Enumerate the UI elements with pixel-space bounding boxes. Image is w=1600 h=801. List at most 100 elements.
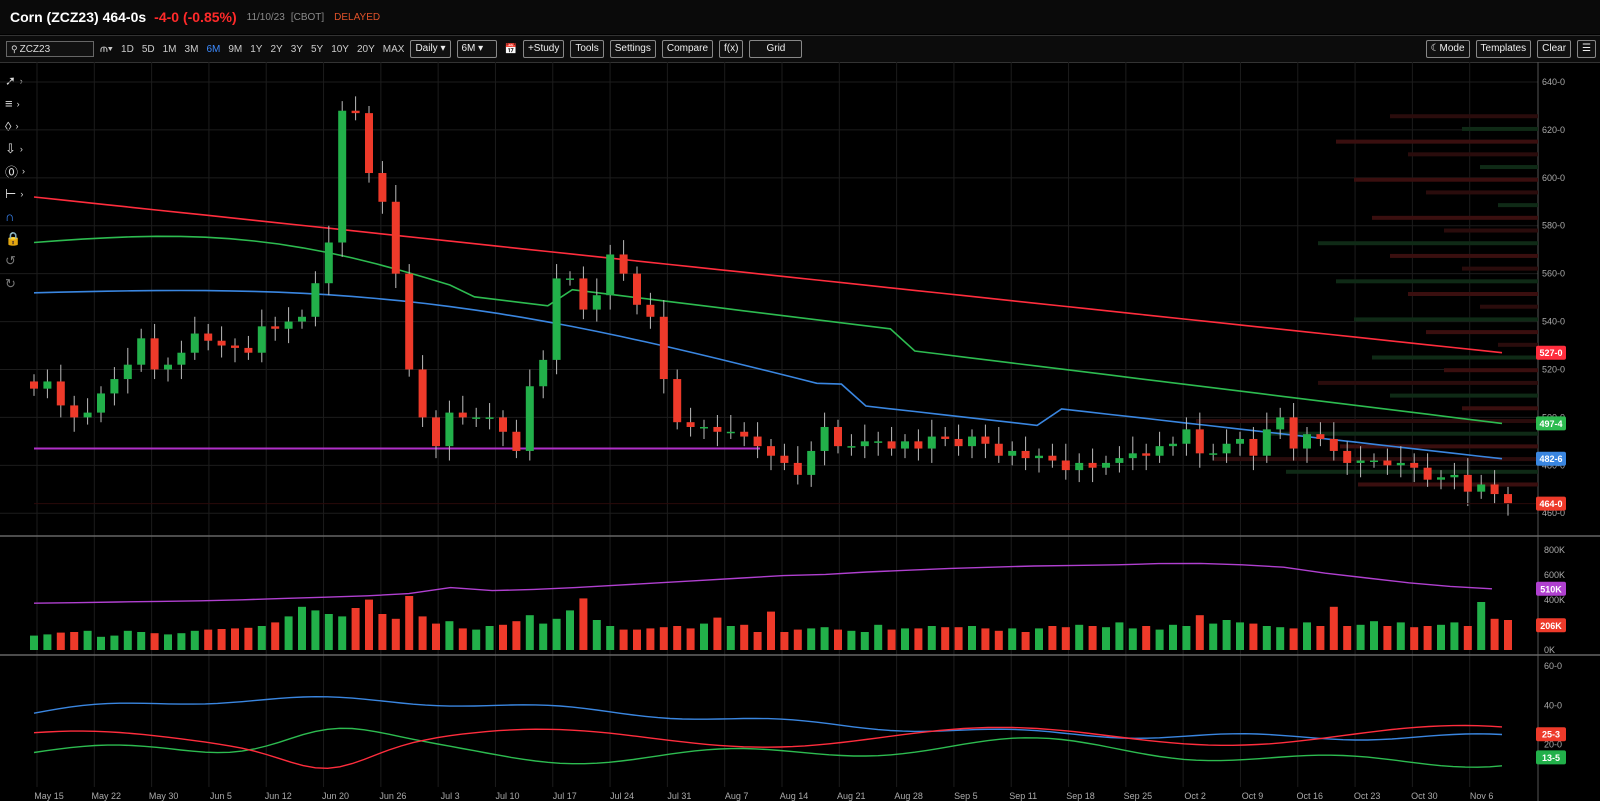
timeframe-20y[interactable]: 20Y	[356, 43, 375, 55]
volume-bar	[512, 621, 521, 650]
timeframe-1y[interactable]: 1Y	[250, 43, 263, 55]
volume-bar	[97, 636, 105, 650]
volume-bar	[30, 635, 38, 650]
candle	[150, 338, 159, 370]
chart-type-icon[interactable]: ⫙▾	[100, 42, 114, 55]
price-tick-label: 540-0	[1542, 317, 1565, 327]
timeframe-2y[interactable]: 2Y	[270, 43, 283, 55]
volume-bar	[673, 626, 682, 650]
price-chart[interactable]: May 15 May 22 May 30 Jun 5 Jun 12 Jun 20 Jun 2…	[0, 62, 1600, 801]
volume-bar	[1356, 624, 1365, 650]
volume-bar	[83, 630, 92, 650]
candle	[204, 333, 213, 341]
x-tick-label: Jul 24	[610, 791, 634, 801]
plus-di-line	[33, 727, 1503, 768]
arrow-icon[interactable]: ⇩ ›	[5, 140, 23, 156]
volume-bar	[1463, 626, 1472, 650]
candle	[780, 455, 789, 463]
undo-icon[interactable]: ↺	[5, 253, 16, 269]
magnet-icon[interactable]: ∩	[5, 208, 15, 224]
volume-tick-label: 600K	[1544, 570, 1565, 580]
volume-bar	[820, 627, 829, 650]
timeframe-3y[interactable]: 3Y	[290, 43, 303, 55]
settings-button[interactable]: Settings	[609, 40, 656, 58]
candle	[1370, 460, 1378, 463]
volume-bar	[391, 618, 400, 650]
volume-bar	[110, 635, 119, 650]
volume-bar	[793, 629, 802, 650]
price-tick-label: 600-0	[1542, 173, 1565, 183]
candle	[391, 201, 400, 274]
redo-icon[interactable]: ↻	[5, 275, 16, 291]
volume-flag	[1536, 618, 1566, 633]
timeframe-max[interactable]: MAX	[382, 43, 405, 55]
text-tools-icon[interactable]: ≡ ›	[5, 96, 20, 112]
oi-flag	[1536, 581, 1566, 596]
volume-bar	[860, 632, 869, 650]
volume-bar	[70, 632, 79, 650]
shapes-icon[interactable]: ◊ ›	[5, 118, 19, 134]
candle	[338, 110, 347, 243]
current-price-label: 464-0	[1539, 499, 1562, 509]
timeframe-6m[interactable]: 6M	[206, 43, 221, 55]
timeframe-3m[interactable]: 3M	[184, 43, 199, 55]
timeframe-1m[interactable]: 1M	[162, 43, 177, 55]
menu-icon[interactable]: ☰	[1577, 40, 1596, 58]
candle	[110, 379, 119, 394]
candle	[566, 278, 574, 280]
interval-select[interactable]: Daily ▾	[410, 40, 451, 58]
quote-date: 11/10/23	[246, 11, 285, 23]
add-study-button[interactable]: +Study	[522, 40, 565, 58]
volume-profile-bar	[1318, 241, 1538, 246]
symbol-search-input[interactable]	[19, 43, 90, 55]
annotation-icon[interactable]: ⓪ ›	[5, 164, 26, 180]
volume-bar	[780, 632, 789, 650]
timeframe-5d[interactable]: 5D	[141, 43, 155, 55]
price-tick-label: 640-0	[1542, 77, 1565, 87]
price-tick-label: 460-0	[1542, 508, 1565, 518]
candle	[217, 340, 226, 346]
measure-icon[interactable]: ⊢ ›	[5, 185, 24, 201]
volume-bar	[1343, 626, 1352, 650]
x-tick-label: Aug 21	[837, 791, 866, 801]
candle	[1450, 474, 1459, 478]
candle	[1463, 474, 1472, 492]
volume-bar	[954, 627, 963, 650]
volume-bar	[1316, 626, 1325, 650]
templates-button[interactable]: Templates	[1475, 40, 1532, 58]
x-tick-label: Jul 10	[495, 791, 519, 801]
volume-bar	[579, 598, 588, 650]
volume-profile-bar	[1372, 215, 1538, 220]
draw-line-icon[interactable]: ➚ ›	[5, 73, 23, 89]
volume-bar	[726, 626, 735, 650]
volume-bar	[1021, 632, 1030, 650]
volume-bar	[1329, 606, 1338, 650]
volume-tick-label: 0K	[1544, 645, 1555, 655]
tools-button[interactable]: Tools	[570, 40, 604, 58]
volume-profile-bar	[1340, 444, 1538, 449]
symbol-search[interactable]: ⚲	[6, 41, 94, 57]
volume-bar	[137, 632, 146, 650]
calendar-icon[interactable]: 📅	[504, 43, 517, 55]
volume-bar	[338, 616, 347, 650]
volume-bar	[204, 629, 213, 650]
timeframe-10y[interactable]: 10Y	[331, 43, 349, 55]
timeframe-9m[interactable]: 9M	[228, 43, 243, 55]
timeframe-5y[interactable]: 5Y	[310, 43, 324, 55]
grid-button[interactable]: Grid	[749, 40, 803, 58]
candle	[123, 364, 132, 380]
mode-button[interactable]: ☾Mode	[1425, 40, 1470, 58]
timeframe-buttons: 1D 5D 1M 3M 6M 9M 1Y 2Y 3Y 5Y 10Y 20Y MAX	[121, 44, 404, 55]
function-button[interactable]: f(x)	[719, 40, 744, 58]
timeframe-1d[interactable]: 1D	[121, 43, 134, 55]
clear-button[interactable]: Clear	[1537, 40, 1572, 58]
lock-icon[interactable]: 🔒	[5, 230, 22, 246]
candle	[1329, 438, 1338, 451]
candle	[793, 462, 802, 475]
compare-button[interactable]: Compare	[661, 40, 714, 58]
volume-profile-bar	[1408, 292, 1538, 297]
volume-bar	[646, 628, 655, 650]
candle	[713, 426, 722, 432]
range-select[interactable]: 6M ▾	[456, 40, 497, 58]
x-tick-label: Sep 25	[1124, 791, 1153, 801]
